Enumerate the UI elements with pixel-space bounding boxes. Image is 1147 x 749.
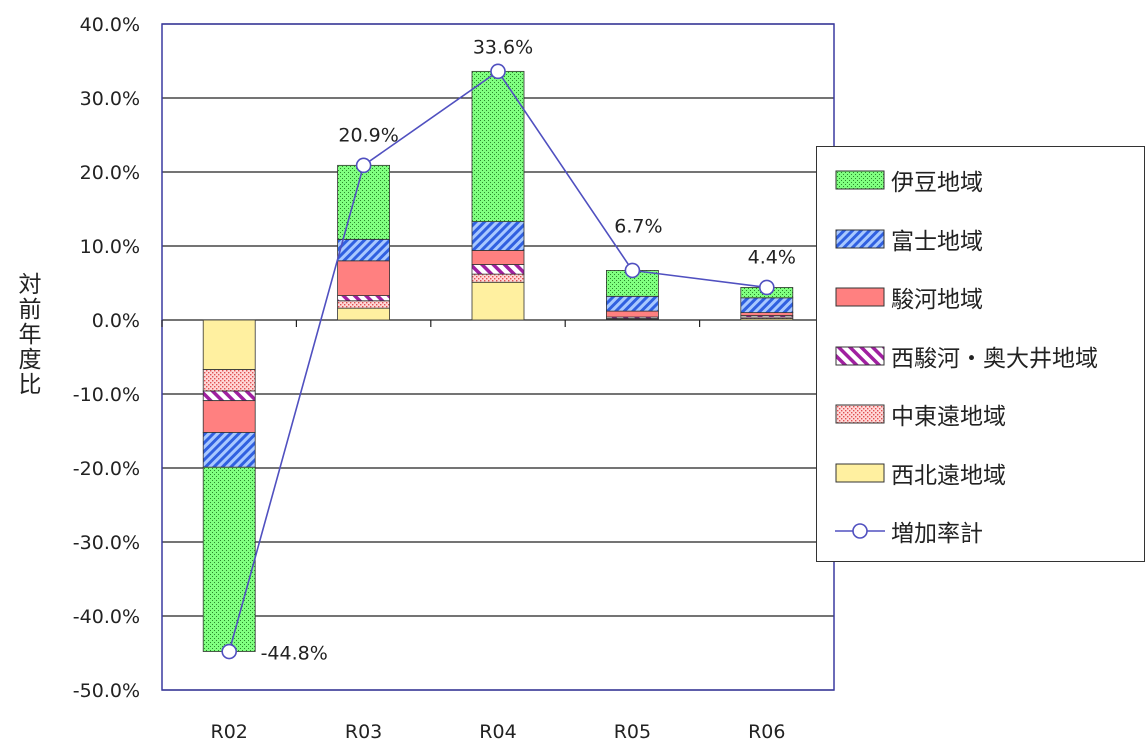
legend-label: 富士地域 [891,228,983,255]
legend-swatch [835,229,885,248]
y-tick-label: 40.0% [80,14,140,36]
bar-segment [471,250,525,265]
bar-segment [337,307,391,321]
y-tick-label: 10.0% [80,236,140,258]
bar-segment [606,310,659,318]
legend-label: 増加率計 [891,521,983,547]
line-point [758,279,775,296]
legend-swatch [835,404,885,424]
x-tick-label: R03 [345,721,382,743]
x-tick-label: R02 [211,721,248,743]
bar-segment [471,221,525,251]
y-tick-label: -30.0% [73,532,140,554]
data-label: 33.6% [473,36,533,58]
bar-segment [471,273,525,283]
data-label: 6.7% [614,215,662,237]
legend-label: 駿河地域 [891,287,983,313]
legend-item: 伊豆地域 [835,165,983,196]
legend-swatch [835,287,885,307]
data-label: 20.9% [338,124,398,146]
legend: 伊豆地域富士地域駿河地域西駿河・奥大井地域 中東遠地域西北遠地域増加率計 [816,146,1145,562]
legend-label: 西駿河・奥大井地域 [891,345,1098,372]
legend-item: 駿河地域 [835,282,983,313]
line-point [221,643,237,660]
legend-item: 西駿河・奥大井地域 [835,341,1098,372]
legend-swatch [835,346,885,365]
bar-segment [202,390,256,402]
labels: 40.0% 30.0% 20.0% 10.0% 0.0% -10.0% -20.0% -30.… [73,14,796,743]
bar-segment [471,70,525,222]
x-tick-label: R05 [614,721,651,743]
total-line [221,63,775,660]
bars [202,70,794,652]
legend-label: 中東遠地域 [891,404,1006,430]
bar-segment [337,295,391,302]
bar-segment [202,466,256,652]
legend-label: 伊豆地域 [891,170,983,196]
x-tick-label: R04 [479,721,516,743]
line-point [624,262,641,279]
y-tick-label: 30.0% [80,88,140,110]
bar-segment [202,319,256,370]
bar-segment [740,312,794,316]
bar-segment [471,264,525,275]
bar-segment [337,238,391,262]
y-axis-label: 対前年度比 [14,272,40,397]
bar-segment [471,281,525,321]
y-tick-label: -50.0% [73,680,140,702]
bar-segment [202,369,256,392]
data-label: 4.4% [748,246,796,268]
x-tick-label: R06 [748,721,785,743]
bar-segment [202,432,256,468]
y-tick-label: -10.0% [73,384,140,406]
y-tick-label: -20.0% [73,458,140,480]
bar-segment [740,297,794,313]
bar-segment [606,295,659,312]
y-tick-label: -40.0% [73,606,140,628]
legend-item: 中東遠地域 [835,399,1006,430]
data-label: -44.8% [261,643,328,665]
legend-item: 富士地域 [835,224,983,255]
bar-segment [337,300,391,309]
legend-item: 増加率計 [835,516,983,547]
legend-swatch [835,463,885,482]
y-tick-label: 20.0% [80,162,140,184]
legend-item: 西北遠地域 [835,458,1006,489]
legend-swatch [835,170,885,190]
line-point [490,63,506,80]
bar-segment [337,260,391,296]
legend-label: 西北遠地域 [891,462,1006,489]
line-point [355,157,372,174]
bar-segment [202,400,256,433]
legend-line-swatch [835,523,885,539]
y-tick-label: 0.0% [92,310,140,332]
